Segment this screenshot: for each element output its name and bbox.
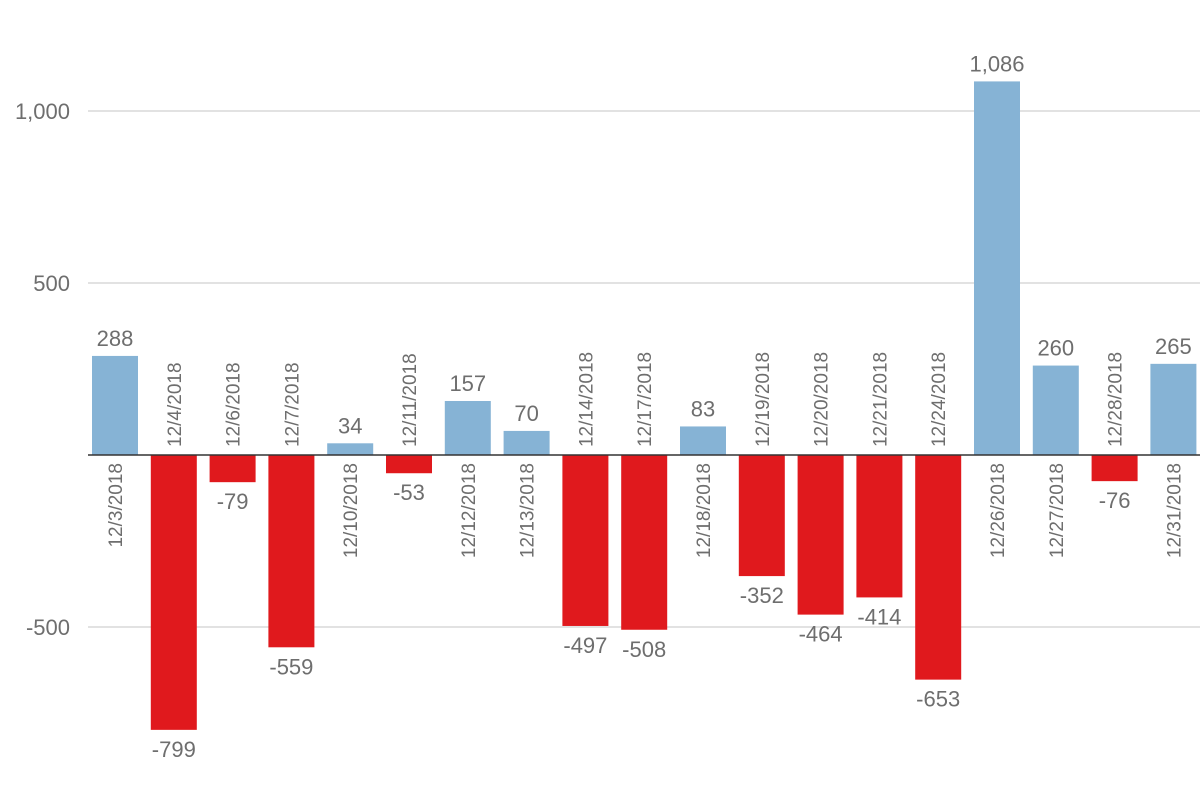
data-label: 265 (1155, 334, 1192, 359)
y-tick-label: 1,000 (15, 99, 70, 124)
bar (562, 455, 609, 626)
bar (915, 455, 962, 680)
category-label: 12/6/2018 (224, 362, 245, 447)
category-label: 12/28/2018 (1106, 352, 1127, 447)
bar (150, 455, 197, 730)
bar (738, 455, 785, 577)
data-label: 260 (1037, 336, 1074, 361)
category-label: 12/24/2018 (929, 352, 950, 447)
bar (386, 455, 432, 474)
category-label: 12/21/2018 (870, 352, 891, 447)
category-label: 12/12/2018 (459, 463, 480, 558)
bar (1091, 455, 1138, 482)
category-label: 12/10/2018 (341, 463, 362, 558)
data-label: 1,086 (969, 51, 1024, 76)
bar (327, 443, 374, 455)
y-tick-label: -500 (26, 615, 70, 640)
data-label: 83 (691, 396, 715, 421)
bar (797, 455, 844, 615)
data-label: -79 (217, 489, 249, 514)
category-labels: 12/3/2018 12/4/2018 12/6/2018 12/7/2018 12/1… (106, 352, 1185, 558)
bar (503, 430, 550, 455)
data-label: 288 (97, 326, 134, 351)
category-label: 12/31/2018 (1164, 463, 1185, 558)
category-label: 12/17/2018 (635, 352, 656, 447)
category-label: 12/26/2018 (988, 463, 1009, 558)
category-label: 12/18/2018 (694, 463, 715, 558)
bar (680, 426, 726, 455)
data-label: -799 (152, 737, 196, 762)
data-label: -464 (799, 622, 843, 647)
data-label: -508 (622, 637, 666, 662)
category-label: 12/20/2018 (812, 352, 833, 447)
bar (268, 455, 315, 648)
category-label: 12/14/2018 (576, 352, 597, 447)
data-label: 70 (514, 401, 538, 426)
data-label: -352 (740, 583, 784, 608)
category-label: 12/19/2018 (753, 352, 774, 447)
bar (444, 400, 491, 455)
data-label: -559 (269, 654, 313, 679)
data-label: -53 (393, 480, 425, 505)
bar (856, 455, 903, 598)
data-label: -76 (1099, 488, 1131, 513)
bar (1150, 363, 1197, 455)
data-label: -414 (857, 604, 901, 629)
bar (974, 81, 1020, 455)
category-label: 12/27/2018 (1047, 463, 1068, 558)
y-axis-tick-labels: -500 500 1,000 (15, 99, 70, 640)
bar (621, 455, 668, 630)
category-label: 12/11/2018 (400, 353, 421, 447)
bars (92, 81, 1197, 730)
data-label: 157 (449, 371, 486, 396)
bar (92, 355, 138, 455)
data-label: 34 (338, 413, 362, 438)
category-label: 12/7/2018 (282, 362, 303, 447)
data-label: -653 (916, 687, 960, 712)
bar (1032, 365, 1079, 455)
y-tick-label: 500 (33, 271, 70, 296)
category-label: 12/13/2018 (518, 463, 539, 558)
bar (209, 455, 256, 483)
category-label: 12/4/2018 (165, 362, 186, 447)
data-label: -497 (563, 633, 607, 658)
category-label: 12/3/2018 (106, 463, 127, 548)
data-labels: 288 -799 -79 -559 34 -53 157 70 -497 -508 83 -352 -4… (97, 51, 1192, 761)
